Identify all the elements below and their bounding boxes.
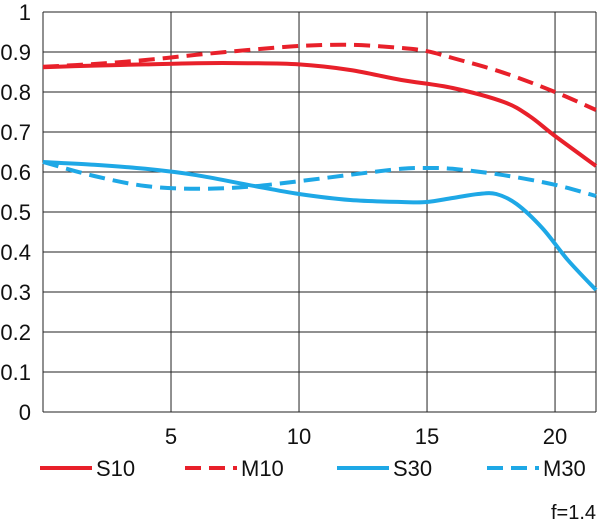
series-line-m10 xyxy=(42,42,597,112)
x-tick-label: 5 xyxy=(165,424,177,449)
x-tick-label: 20 xyxy=(543,424,567,449)
legend-label-s30: S30 xyxy=(393,456,432,481)
x-tick-label: 10 xyxy=(287,424,311,449)
y-tick-label: 0.4 xyxy=(0,240,31,265)
y-tick-label: 0.9 xyxy=(0,40,31,65)
y-tick-label: 0.8 xyxy=(0,80,31,105)
legend-label-m30: M30 xyxy=(543,456,586,481)
series-line-s30 xyxy=(42,160,598,292)
legend-label-m10: M10 xyxy=(241,456,284,481)
aperture-annotation: f=1.4 xyxy=(551,502,596,524)
y-tick-label: 0.3 xyxy=(0,280,31,305)
y-tick-label: 0.7 xyxy=(0,120,31,145)
legend: S10 M10 S30 M30 xyxy=(40,456,586,481)
y-tick-label: 1 xyxy=(19,0,31,25)
grid-lines xyxy=(42,11,597,413)
y-tick-label: 0.5 xyxy=(0,200,31,225)
y-tick-label: 0 xyxy=(19,400,31,425)
legend-label-s10: S10 xyxy=(96,456,135,481)
x-tick-label: 15 xyxy=(415,424,439,449)
x-tick-labels: 5 10 15 20 xyxy=(165,424,567,449)
y-tick-label: 0.6 xyxy=(0,160,31,185)
y-tick-label: 0.1 xyxy=(0,360,31,385)
series-line-m30 xyxy=(42,160,597,198)
y-tick-labels: 0 0.1 0.2 0.3 0.4 0.5 0.6 0.7 0.8 0.9 1 xyxy=(0,0,31,425)
series-line-s10 xyxy=(42,61,598,168)
y-tick-label: 0.2 xyxy=(0,320,31,345)
series-lines xyxy=(42,42,598,292)
